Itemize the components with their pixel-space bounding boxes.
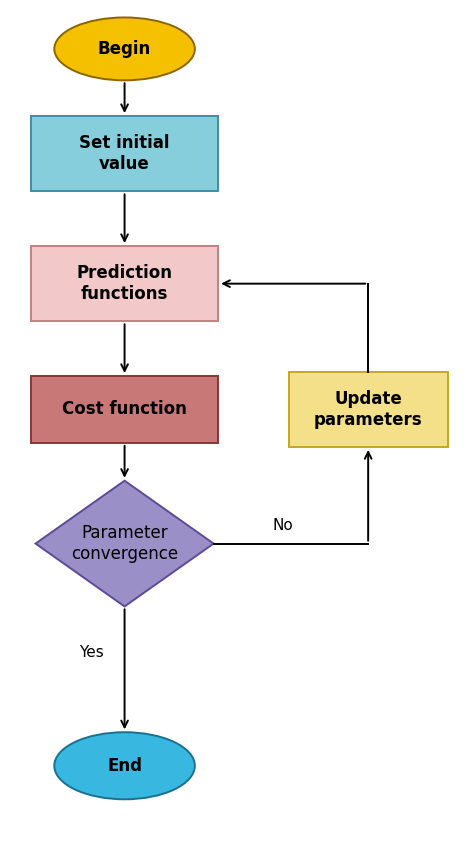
- Text: Begin: Begin: [98, 40, 151, 58]
- Text: End: End: [107, 757, 142, 775]
- Text: Set initial
value: Set initial value: [79, 134, 170, 173]
- FancyBboxPatch shape: [31, 376, 218, 443]
- FancyBboxPatch shape: [31, 116, 218, 192]
- Text: Update
parameters: Update parameters: [314, 390, 422, 429]
- Text: Prediction
functions: Prediction functions: [77, 264, 173, 303]
- FancyBboxPatch shape: [31, 246, 218, 322]
- Polygon shape: [36, 481, 214, 607]
- Ellipse shape: [55, 18, 195, 80]
- Ellipse shape: [55, 733, 195, 799]
- Text: No: No: [273, 517, 293, 533]
- FancyBboxPatch shape: [289, 371, 448, 447]
- Text: Parameter
convergence: Parameter convergence: [71, 524, 178, 563]
- Text: Cost function: Cost function: [62, 400, 187, 419]
- Text: Yes: Yes: [80, 645, 104, 660]
